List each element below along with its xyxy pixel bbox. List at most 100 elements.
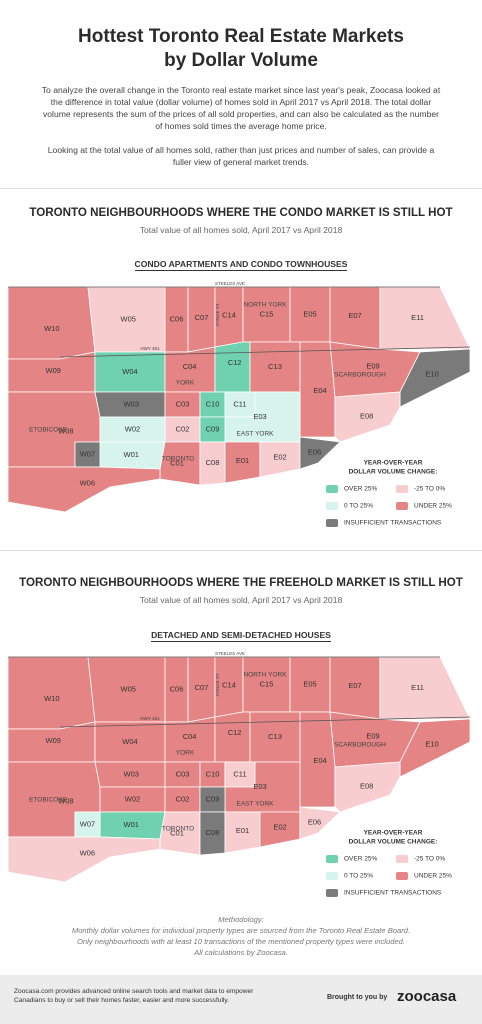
map: W10 W05 C06 C07 C14 C15 E05 E07 E11 W09 W04 C04 C12 C… <box>7 281 471 527</box>
legend-swatch <box>326 519 338 527</box>
district-label: E11 <box>411 683 424 692</box>
section-subtitle: Total value of all homes sold, April 201… <box>139 595 343 605</box>
section-title: TORONTO NEIGHBOURHOODS WHERE THE CONDO M… <box>29 206 453 219</box>
district-label: C06 <box>170 314 184 323</box>
district-label: E04 <box>313 386 326 395</box>
separator <box>0 550 482 551</box>
landmark-label: YORK <box>176 750 195 757</box>
district-label: C14 <box>222 311 236 320</box>
landmark-label: NORTH YORK <box>243 672 287 679</box>
district-label: E03 <box>253 782 266 791</box>
district <box>214 341 251 393</box>
district-label: E10 <box>425 739 438 748</box>
district-label: W06 <box>80 478 95 487</box>
brought-by: Brought to you by <box>327 994 388 1001</box>
district-label: E05 <box>303 309 316 318</box>
legend-title: DOLLAR VOLUME CHANGE: <box>349 839 438 846</box>
district-label: E02 <box>273 822 286 831</box>
district-label: E02 <box>273 452 286 461</box>
map-group: W10 W05 C06 C07 C14 C15 E05 E07 E11 W09 W04 C04 C12 C… <box>7 281 471 527</box>
intro-text: To analyze the overall change in the Tor… <box>41 85 441 131</box>
district-label: C01 <box>170 828 184 837</box>
district-label: C15 <box>260 679 274 688</box>
landmark-label: EAST YORK <box>237 801 275 808</box>
legend-label: UNDER 25% <box>414 873 452 880</box>
landmark-label: STEELES AVE <box>215 651 245 656</box>
district-label: W10 <box>44 694 59 703</box>
district-label: E07 <box>348 681 361 690</box>
methodology-heading: Methodology: <box>218 915 264 924</box>
landmark-label: SCARBOROUGH <box>334 742 386 749</box>
landmark-label: HWY 401 <box>140 346 160 351</box>
district-label: C07 <box>195 313 209 322</box>
legend-label: -25 TO 0% <box>414 856 445 863</box>
district-label: E01 <box>236 456 249 465</box>
district-label: C04 <box>183 362 197 371</box>
district-label: C11 <box>233 769 246 778</box>
map-title: CONDO APARTMENTS AND CONDO TOWNHOUSES <box>0 259 482 271</box>
district-label: C13 <box>268 732 282 741</box>
landmark-label: YONGE ST <box>215 673 220 697</box>
legend-label: OVER 25% <box>344 486 377 493</box>
legend-swatch <box>396 872 408 880</box>
district-label: E06 <box>308 448 321 457</box>
landmark-label: NORTH YORK <box>243 302 287 309</box>
district-label: E11 <box>411 313 424 322</box>
methodology-line: Only neighbourhoods with at least 10 tra… <box>77 937 405 946</box>
district-label: C12 <box>228 358 242 367</box>
district-label: C06 <box>170 684 184 693</box>
landmark-label: TORONTO <box>162 456 194 463</box>
district-label: E09 <box>366 731 379 740</box>
district-label: C03 <box>176 399 190 408</box>
district-label: W08 <box>58 796 73 805</box>
district-label: E08 <box>360 782 373 791</box>
district <box>159 441 201 486</box>
landmark-label: TORONTO <box>162 826 194 833</box>
map-group: W10 W05 C06 C07 C14 C15 E05 E07 E11 W09 W04 C04 C12 C… <box>7 651 471 897</box>
district <box>159 811 201 856</box>
district-label: C02 <box>176 424 190 433</box>
district <box>379 656 471 720</box>
legend-swatch <box>326 855 338 863</box>
district <box>399 348 471 408</box>
district <box>399 718 471 778</box>
district-label: W04 <box>122 367 137 376</box>
intro-text: Looking at the total value of all homes … <box>47 145 435 167</box>
district-label: E05 <box>303 679 316 688</box>
landmark-label: ETOBICOKE <box>29 797 67 804</box>
legend-label: OVER 25% <box>344 856 377 863</box>
district-label: W10 <box>44 324 59 333</box>
map: W10 W05 C06 C07 C14 C15 E05 E07 E11 W09 W04 C04 C12 C… <box>7 651 471 897</box>
district-label: E07 <box>348 311 361 320</box>
district-label: C04 <box>183 732 197 741</box>
landmark-label: ETOBICOKE <box>29 427 67 434</box>
district-label: E01 <box>236 826 249 835</box>
district-label: C08 <box>206 828 220 837</box>
landmark-label: YONGE ST <box>215 303 220 327</box>
landmark-label: STEELES AVE <box>215 281 245 286</box>
brand-logo: zoocasa <box>397 988 457 1005</box>
district-label: E09 <box>366 361 379 370</box>
district-label: C08 <box>206 458 220 467</box>
landmark-label: SCARBOROUGH <box>334 372 386 379</box>
district <box>7 466 161 513</box>
landmark-label: YORK <box>176 380 195 387</box>
district-label: C10 <box>206 399 220 408</box>
district-label: W03 <box>124 769 139 778</box>
methodology-line: All calculations by Zoocasa. <box>194 948 288 957</box>
district-label: W08 <box>58 426 73 435</box>
district-label: C12 <box>228 728 242 737</box>
district-label: W02 <box>125 424 140 433</box>
legend-label: INSUFFICIENT TRANSACTIONS <box>344 520 442 527</box>
district-label: E04 <box>313 756 326 765</box>
district-label: C01 <box>170 458 184 467</box>
district-label: C03 <box>176 769 190 778</box>
legend-swatch <box>396 855 408 863</box>
district-label: C09 <box>206 424 220 433</box>
district <box>214 711 251 763</box>
legend-swatch <box>326 872 338 880</box>
landmark-label: HWY 401 <box>140 716 160 721</box>
page-title: Hottest Toronto Real Estate Markets <box>78 26 404 47</box>
legend-label: -25 TO 0% <box>414 486 445 493</box>
